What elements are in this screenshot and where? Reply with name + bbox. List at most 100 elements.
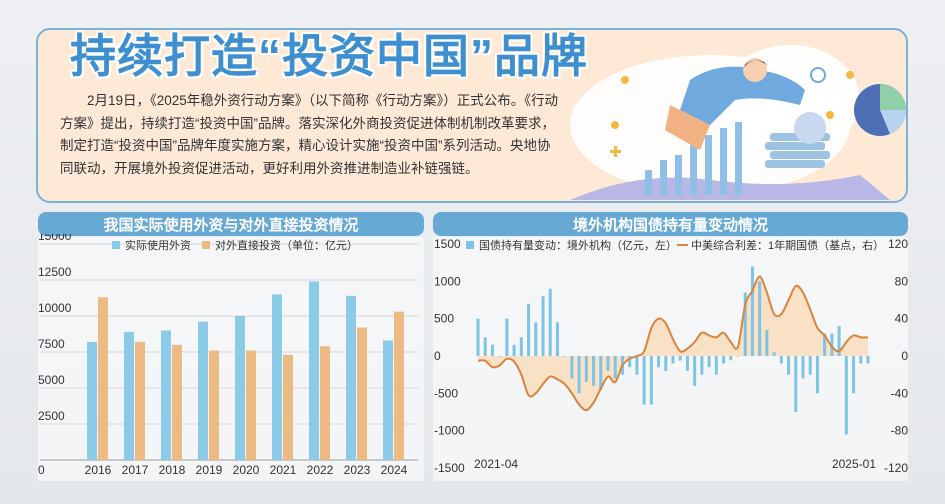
bar-fdi	[87, 341, 97, 460]
holdings-bar	[844, 356, 848, 435]
holdings-bar	[613, 356, 617, 379]
legend-swatch-odi	[202, 241, 210, 249]
bar-odi	[246, 350, 256, 460]
bar-fdi	[161, 330, 171, 460]
bar-odi	[172, 344, 182, 460]
holdings-bar	[787, 356, 791, 375]
holdings-bar	[657, 356, 661, 368]
bar-odi	[135, 341, 145, 460]
holdings-bar	[671, 356, 675, 364]
bar-fdi	[383, 340, 393, 460]
bar-odi	[209, 350, 219, 460]
holdings-bar	[555, 322, 559, 356]
right-chart: -1500 -1000 -500 0 500 1000 1500 -120 -80 -40 0 40 8…	[434, 237, 909, 475]
holdings-bar	[570, 356, 574, 379]
holdings-bar	[823, 333, 827, 356]
holdings-bar	[852, 356, 856, 394]
x-tick-label: 2022	[307, 463, 334, 477]
y-tick-label: 7500	[38, 337, 65, 351]
x-tick-label: 2019	[196, 463, 223, 477]
bar-fdi	[272, 294, 282, 460]
holdings-bar	[483, 337, 487, 356]
x-start-label: 2021-04	[474, 457, 518, 471]
holdings-bar	[534, 322, 538, 356]
holdings-bar	[815, 356, 819, 394]
holdings-bar	[859, 356, 863, 364]
x-tick-label: 2018	[159, 463, 186, 477]
right-axis-tick: 0	[901, 349, 908, 363]
holdings-bar	[722, 356, 726, 364]
legend-label-holdings: 国债持有量变动：境外机构（亿元，左）	[479, 238, 677, 252]
right-axis-tick: -80	[891, 424, 909, 438]
holdings-bar	[649, 356, 653, 405]
holdings-bar	[512, 344, 516, 356]
holdings-bar	[772, 352, 776, 356]
right-axis-tick: -40	[891, 386, 909, 400]
holdings-bar	[490, 344, 494, 356]
x-tick-label: 2017	[122, 463, 149, 477]
holdings-bar	[808, 356, 812, 375]
holdings-bar	[678, 356, 682, 361]
left-axis-tick: 0	[434, 349, 441, 363]
right-axis-tick: 40	[895, 312, 909, 326]
bar-fdi	[124, 331, 134, 460]
holdings-bar	[837, 326, 841, 356]
bar-odi	[320, 346, 330, 460]
investment-illustration	[570, 45, 906, 200]
spread-area	[478, 276, 868, 411]
holdings-bar	[693, 356, 697, 386]
x-tick-label: 2021	[270, 463, 297, 477]
holdings-bar	[635, 356, 639, 375]
holdings-bar	[628, 356, 632, 368]
y-tick-label: 5000	[38, 373, 65, 387]
left-axis-tick: -1000	[434, 424, 465, 438]
holdings-bar	[577, 356, 581, 394]
y-tick-label: 10000	[38, 301, 72, 315]
spread-line	[477, 275, 869, 412]
holdings-bar	[685, 356, 689, 371]
right-axis-tick: 80	[895, 274, 909, 288]
holdings-bar	[830, 333, 834, 356]
y-tick-label: 0	[38, 463, 45, 477]
y-tick-label: 15000	[38, 234, 72, 243]
holdings-bar	[606, 356, 610, 371]
legend-label-odi: 对外直接投资（单位：亿元）	[215, 238, 358, 252]
holdings-bar	[707, 356, 711, 368]
bar-odi	[394, 311, 404, 460]
holdings-bar	[599, 356, 603, 390]
bar-odi	[357, 327, 367, 460]
holdings-bar	[779, 356, 783, 364]
holdings-bar	[736, 356, 740, 357]
holdings-bar	[563, 356, 567, 357]
holdings-bar	[505, 318, 509, 356]
x-end-label: 2025-01	[832, 457, 876, 471]
holdings-bar	[714, 356, 718, 375]
holdings-bar	[758, 281, 762, 356]
headline: 持续打造“投资中国”品牌	[70, 30, 588, 82]
intro-text: 2月19日，《2025年稳外资行动方案》（以下简称《行动方案》）正式公布。《行动…	[60, 93, 559, 176]
holdings-bar	[866, 356, 870, 364]
holdings-bar	[801, 356, 805, 379]
y-tick-label: 2500	[38, 409, 65, 423]
bar-odi	[283, 354, 293, 460]
bar-fdi	[198, 321, 208, 460]
left-axis-tick: 500	[434, 312, 454, 326]
right-axis-tick: -120	[884, 461, 908, 475]
holdings-bar	[700, 356, 704, 375]
x-tick-label: 2023	[344, 463, 371, 477]
legend-label-fdi: 实际使用外资	[125, 238, 191, 252]
y-tick-label: 12500	[38, 265, 72, 279]
bar-odi	[98, 297, 108, 460]
left-axis-tick: -500	[434, 386, 458, 400]
holdings-bar	[476, 318, 480, 356]
holdings-bar	[584, 356, 588, 383]
left-chart-title: 我国实际使用外资与对外直接投资情况	[38, 212, 424, 236]
left-axis-tick: -1500	[434, 461, 465, 475]
left-chart: 0 2500 5000 7500 10000 12500 15000 2016 2017 201…	[38, 234, 418, 477]
holdings-bar	[743, 292, 747, 356]
right-axis-tick: 120	[888, 237, 908, 251]
holdings-bar	[642, 356, 646, 405]
legend-swatch-fdi	[112, 241, 120, 249]
x-tick-label: 2020	[233, 463, 260, 477]
x-tick-label: 2016	[85, 463, 112, 477]
